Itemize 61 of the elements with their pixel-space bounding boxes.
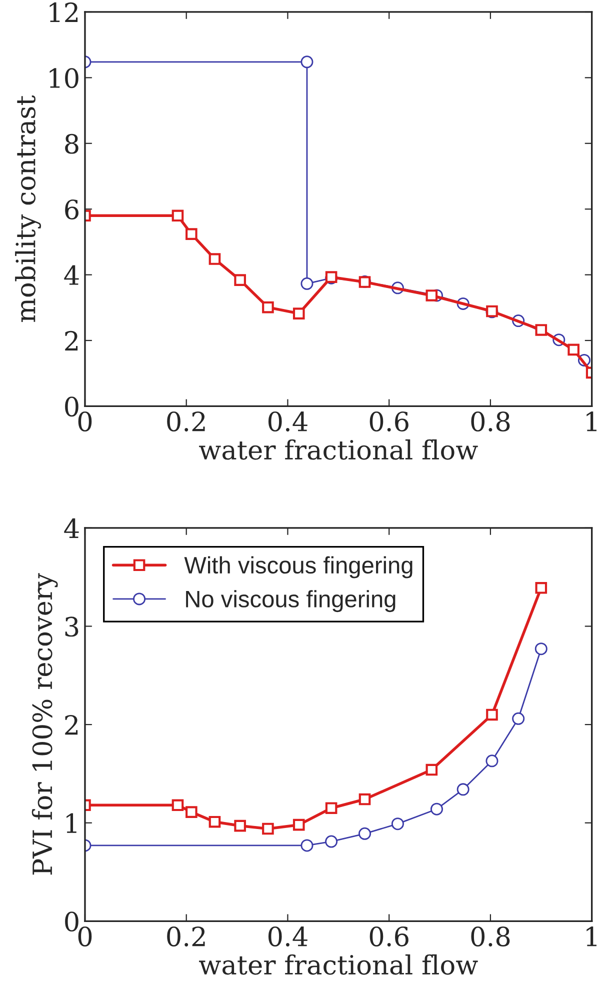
point	[426, 764, 438, 776]
y-tick-label: 12	[50, 2, 78, 22]
x-tick-label: 0.6	[370, 926, 408, 946]
y-tick-label: 3	[65, 616, 78, 637]
point	[208, 253, 221, 265]
point	[300, 56, 314, 68]
point	[300, 839, 314, 852]
point	[262, 301, 274, 314]
x-tick-label: 0	[78, 926, 92, 946]
x-tick-label: 0.4	[268, 412, 308, 432]
y-tick-label: 2	[65, 714, 78, 735]
y-tick-label: 0	[65, 396, 78, 417]
y-tick-label: 0	[65, 912, 78, 932]
point	[208, 816, 221, 828]
point	[534, 642, 548, 656]
point	[568, 344, 580, 356]
point	[456, 783, 470, 796]
point	[186, 806, 198, 818]
point	[172, 210, 184, 222]
x-tick-label: 1	[586, 412, 596, 432]
x-tick-label: 0.2	[167, 412, 205, 432]
legend-label: With viscous fingering	[184, 556, 412, 578]
point	[535, 324, 548, 336]
point	[186, 228, 198, 240]
point	[300, 277, 314, 290]
point	[292, 818, 305, 831]
x-tick-label: 0.8	[471, 412, 510, 432]
point	[486, 708, 498, 721]
point	[234, 274, 246, 286]
y-tick-label: 1	[66, 813, 76, 833]
x-tick-label: 0.4	[268, 926, 308, 946]
x-axis-title: water fractional flow	[199, 439, 478, 460]
point	[430, 802, 443, 816]
x-tick-label: 0	[78, 412, 92, 432]
y-tick-label: 2	[65, 330, 78, 351]
y-tick-label: 10	[50, 68, 78, 88]
point	[234, 820, 246, 832]
point	[292, 308, 305, 320]
point	[262, 822, 274, 835]
x-tick-label: 1	[586, 926, 596, 946]
point	[325, 802, 338, 814]
point	[426, 290, 438, 302]
y-tick-label: 8	[65, 134, 78, 154]
y-axis-title: mobility contrast	[15, 95, 41, 322]
y-tick-label: 4	[64, 518, 79, 538]
x-axis-title: water fractional flow	[199, 954, 478, 975]
point	[358, 827, 372, 840]
y-tick-label: 4	[64, 265, 79, 285]
point	[486, 754, 498, 768]
y-axis-title: PVI for 100% recovery	[32, 573, 58, 875]
point	[325, 835, 338, 848]
x-tick-label: 0.8	[471, 926, 510, 946]
point	[391, 818, 404, 830]
point	[172, 799, 184, 812]
point	[512, 712, 525, 725]
x-tick-label: 0.6	[370, 412, 408, 432]
x-tick-label: 0.2	[167, 926, 205, 946]
y-tick-label: 6	[65, 200, 78, 220]
point	[358, 793, 371, 806]
point	[535, 582, 548, 594]
legend-label: No viscous fingering	[186, 590, 396, 612]
